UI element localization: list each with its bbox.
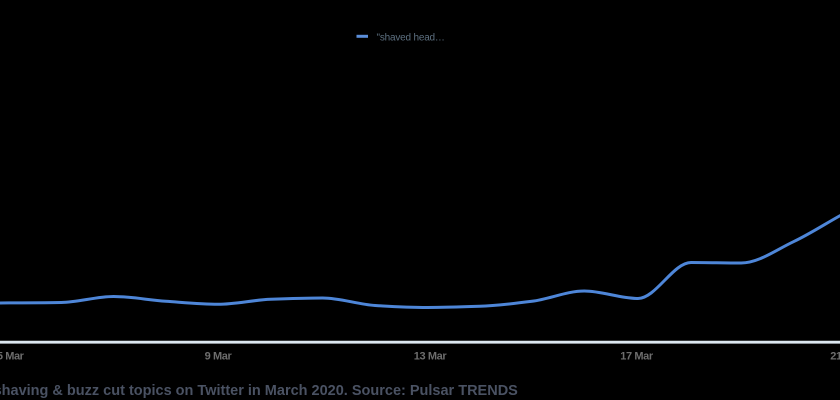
svg-text:5 Mar: 5 Mar [0,351,25,363]
svg-text:13 Mar: 13 Mar [414,351,448,363]
svg-text:21 Mar: 21 Mar [830,351,840,363]
svg-text:17 Mar: 17 Mar [620,351,654,363]
svg-text:"shaved head…: "shaved head… [377,32,445,43]
svg-text:Head shaving & buzz cut topics: Head shaving & buzz cut topics on Twitte… [0,383,518,399]
svg-text:9 Mar: 9 Mar [205,351,233,363]
